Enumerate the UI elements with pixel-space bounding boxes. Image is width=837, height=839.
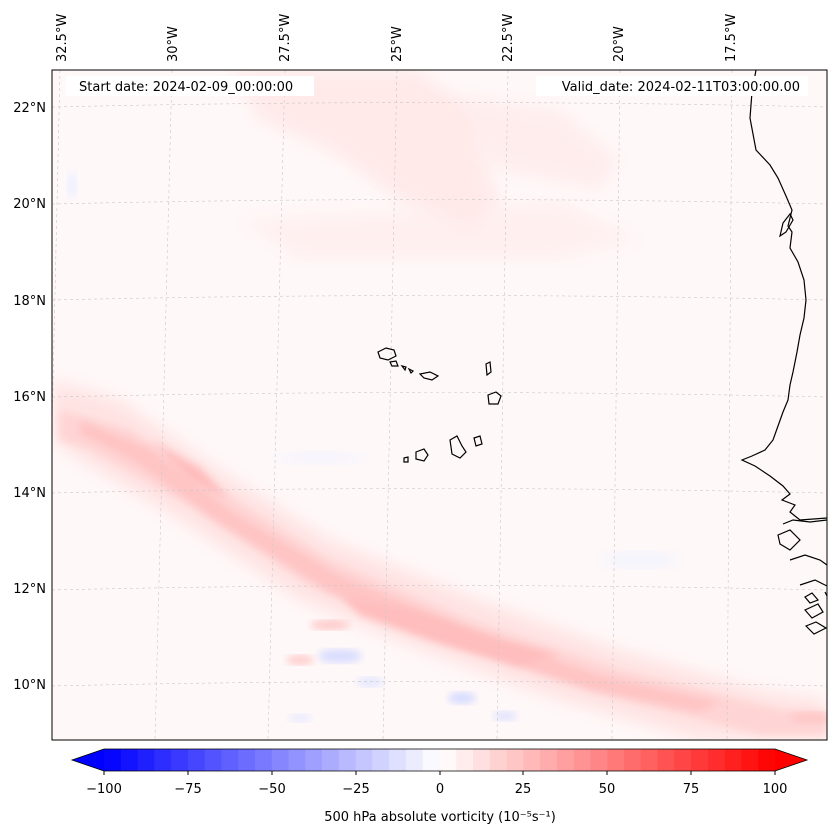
lon-label: 22.5°W xyxy=(501,14,516,62)
start-date-label: Start date: 2024-02-09_00:00:00 xyxy=(79,80,293,95)
colorbar-cell xyxy=(254,749,273,771)
valid-date-box xyxy=(536,76,808,96)
colorbar-cell xyxy=(171,749,189,771)
colorbar-cell xyxy=(120,749,139,771)
lat-label: 10°N xyxy=(13,678,46,693)
colorbar-cell xyxy=(691,749,709,771)
lon-label: 32.5°W xyxy=(55,14,70,62)
cbar-tick-label: −25 xyxy=(342,782,369,797)
graticule xyxy=(52,70,827,740)
colorbar-cell xyxy=(104,749,122,771)
cbar-tick-label: −100 xyxy=(86,782,122,797)
lat-label: 22°N xyxy=(13,101,46,116)
colorbar-cell xyxy=(523,749,541,771)
lat-label: 18°N xyxy=(13,294,46,309)
cbar-tick-label: −50 xyxy=(258,782,285,797)
lon-label: 17.5°W xyxy=(724,14,739,62)
lon-label: 20°W xyxy=(612,26,627,62)
colorbar-cell xyxy=(573,749,592,771)
lat-label: 20°N xyxy=(13,197,46,212)
colorbar-cell xyxy=(741,749,759,771)
colorbar-cell xyxy=(624,749,642,771)
colorbar-cell xyxy=(154,749,172,771)
coastline xyxy=(740,70,827,635)
colorbar-extend-min xyxy=(72,749,104,771)
colorbar-ticks: −100 −75 −50 −25 0 25 50 75 100 xyxy=(86,771,787,797)
latitude-labels: 22°N 20°N 18°N 16°N 14°N 12°N 10°N xyxy=(13,101,46,693)
longitude-labels: 32.5°W 30°W 27.5°W 25°W 22.5°W 20°W 17.5… xyxy=(55,14,739,62)
colorbar-cell xyxy=(556,749,575,771)
colorbar-cell xyxy=(305,749,323,771)
colorbar-cell xyxy=(221,749,239,771)
map-frame xyxy=(51,69,828,741)
colorbar-cell xyxy=(338,749,357,771)
cape-verde-islands xyxy=(377,347,502,463)
map-panel xyxy=(52,70,827,740)
colorbar-cell xyxy=(758,749,776,771)
colorbar-cell xyxy=(707,749,726,771)
start-date-box xyxy=(66,76,314,96)
cbar-tick-label: 100 xyxy=(763,782,788,797)
colorbar-cell xyxy=(187,749,206,771)
colorbar-cell xyxy=(473,749,491,771)
colorbar-extend-max xyxy=(775,749,807,771)
colorbar-cell xyxy=(439,749,457,771)
lon-label: 25°W xyxy=(390,26,405,62)
cbar-tick-label: 0 xyxy=(436,782,444,797)
colorbar-cell xyxy=(456,749,474,771)
colorbar-cells xyxy=(104,749,776,771)
cbar-tick-label: 75 xyxy=(683,782,700,797)
colorbar-cell xyxy=(640,749,659,771)
lat-label: 14°N xyxy=(13,486,46,501)
cbar-tick-label: 50 xyxy=(599,782,616,797)
lat-label: 16°N xyxy=(13,390,46,405)
vorticity-field xyxy=(52,70,827,740)
colorbar-cell xyxy=(489,749,508,771)
colorbar-cell xyxy=(422,749,441,771)
colorbar-cell xyxy=(322,749,340,771)
colorbar-label: 500 hPa absolute vorticity (10⁻⁵s⁻¹) xyxy=(324,810,556,825)
colorbar-cell xyxy=(204,749,223,771)
lon-label: 30°W xyxy=(166,26,181,62)
colorbar-cell xyxy=(137,749,155,771)
cbar-tick-label: −75 xyxy=(174,782,201,797)
colorbar-cell xyxy=(657,749,675,771)
lat-label: 12°N xyxy=(13,582,46,597)
lon-label: 27.5°W xyxy=(278,14,293,62)
colorbar-cell xyxy=(271,749,290,771)
colorbar-cell xyxy=(372,749,390,771)
colorbar-cell xyxy=(238,749,256,771)
valid-date-label: Valid_date: 2024-02-11T03:00:00.00 xyxy=(562,80,800,95)
colorbar-cell xyxy=(405,749,424,771)
colorbar-cell xyxy=(590,749,608,771)
colorbar-cell xyxy=(355,749,374,771)
colorbar: −100 −75 −50 −25 0 25 50 75 100 500 hPa … xyxy=(70,748,809,825)
colorbar-cell xyxy=(389,749,407,771)
colorbar-cell xyxy=(724,749,743,771)
colorbar-cell xyxy=(506,749,524,771)
colorbar-cell xyxy=(607,749,625,771)
colorbar-cell xyxy=(540,749,558,771)
colorbar-cell xyxy=(674,749,692,771)
colorbar-cell xyxy=(288,749,306,771)
cbar-tick-label: 25 xyxy=(515,782,532,797)
